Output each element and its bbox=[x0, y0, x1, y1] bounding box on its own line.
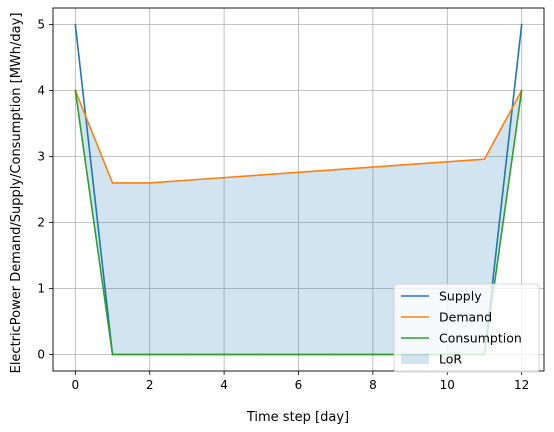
legend-label: Demand bbox=[439, 310, 492, 325]
data-point-consumption bbox=[260, 353, 263, 356]
data-point-consumption bbox=[74, 89, 77, 92]
data-point-consumption bbox=[223, 353, 226, 356]
data-point-demand bbox=[483, 158, 486, 161]
data-point-demand bbox=[148, 182, 151, 184]
data-point-demand bbox=[371, 166, 374, 168]
x-tick-label: 6 bbox=[295, 378, 303, 392]
data-point-demand bbox=[111, 182, 114, 184]
y-tick-label: 0 bbox=[37, 348, 45, 362]
data-point-demand bbox=[297, 171, 300, 174]
y-tick-label: 1 bbox=[37, 282, 45, 296]
data-point-consumption bbox=[148, 353, 151, 356]
data-point-supply bbox=[520, 23, 523, 26]
data-point-demand bbox=[223, 176, 226, 179]
data-point-demand bbox=[446, 160, 449, 163]
legend-label: Consumption bbox=[439, 331, 522, 346]
legend-box bbox=[393, 283, 540, 373]
x-tick-label: 2 bbox=[146, 378, 154, 392]
data-point-consumption bbox=[520, 89, 523, 92]
data-point-demand bbox=[186, 179, 188, 182]
x-tick-label: 8 bbox=[369, 378, 377, 392]
y-axis-label: ElectricPower Demand/Supply/Consumption … bbox=[9, 13, 24, 374]
x-tick-label: 4 bbox=[220, 378, 228, 392]
data-point-demand bbox=[334, 168, 337, 171]
legend-label: LoR bbox=[439, 352, 462, 367]
legend-swatch bbox=[401, 354, 429, 364]
legend: Supply Demand Consumption LoR bbox=[393, 283, 540, 373]
data-point-consumption bbox=[111, 353, 114, 356]
y-tick-label: 5 bbox=[37, 18, 45, 32]
data-point-consumption bbox=[371, 353, 374, 356]
data-point-consumption bbox=[186, 353, 188, 356]
y-tick-label: 2 bbox=[37, 216, 45, 230]
data-point-demand bbox=[409, 163, 411, 166]
x-tick-label: 0 bbox=[71, 378, 79, 392]
y-tick-label: 4 bbox=[37, 84, 45, 98]
x-tick-label: 10 bbox=[440, 378, 455, 392]
y-tick-label: 3 bbox=[37, 150, 45, 164]
x-axis-label: Time step [day] bbox=[246, 410, 349, 425]
data-point-consumption bbox=[297, 353, 300, 356]
data-point-demand bbox=[260, 174, 263, 176]
data-point-consumption bbox=[334, 353, 337, 356]
x-tick-label: 12 bbox=[514, 378, 529, 392]
legend-label: Supply bbox=[439, 289, 482, 304]
data-point-supply bbox=[74, 23, 77, 26]
